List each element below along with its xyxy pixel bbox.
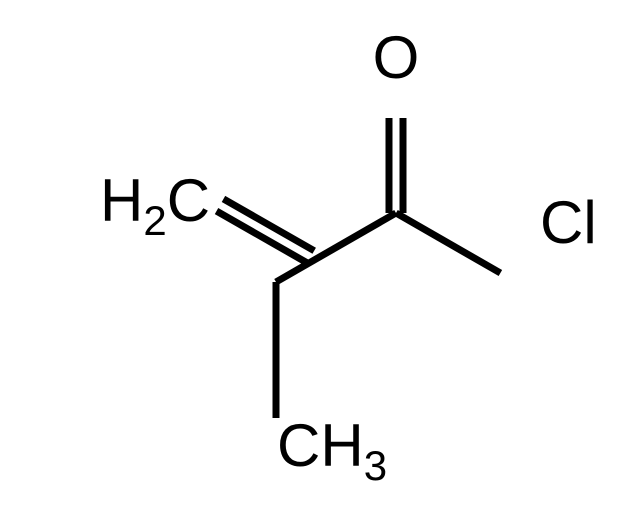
- atom-label-cl: Cl: [540, 189, 597, 256]
- atom-label-o_top: O: [373, 24, 420, 91]
- atom-label-ch3: CH3: [277, 412, 387, 489]
- molecule-structure: O Cl H2C CH3: [0, 0, 640, 512]
- atom-label-ch2: H2C: [100, 167, 210, 244]
